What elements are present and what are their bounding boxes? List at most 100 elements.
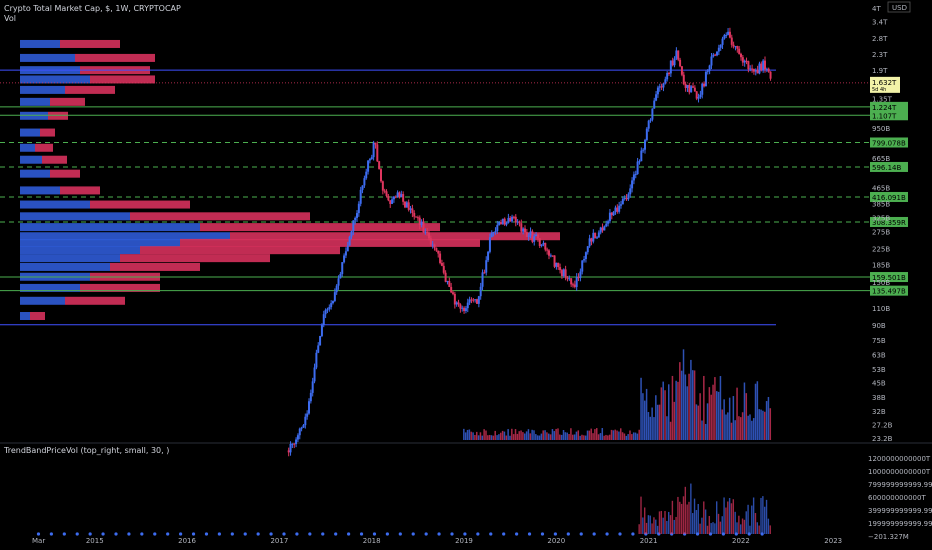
candle-body (291, 444, 293, 445)
indicator-bar (731, 503, 732, 534)
candle-body (731, 38, 733, 45)
candle-body (616, 208, 618, 212)
profile-bar-sell (35, 144, 53, 152)
candle-body (568, 278, 570, 279)
candle-body (419, 218, 421, 225)
price-axis-tick: 185B (872, 262, 890, 270)
candle-body (609, 213, 611, 222)
candle-body (398, 192, 400, 197)
indicator-axis-tick: 199999999999.99T (868, 520, 932, 528)
volume-bar (520, 430, 522, 440)
volume-bar (533, 430, 535, 440)
indicator-bar (646, 523, 647, 534)
indicator-bar (668, 512, 669, 534)
indicator-bar (640, 497, 641, 534)
candle-body (668, 73, 670, 74)
candle-body (653, 101, 655, 109)
indicator-dot (50, 532, 53, 535)
candle-body (755, 70, 757, 72)
profile-bar-buy (20, 112, 48, 120)
indicator-dot (528, 532, 531, 535)
candle-body (382, 181, 384, 190)
candle-body (570, 278, 572, 284)
indicator-bar (729, 498, 730, 534)
candle-body (712, 55, 714, 57)
candle-body (746, 61, 748, 62)
volume-bar (679, 362, 681, 440)
volume-bar (616, 431, 618, 440)
candle-body (738, 49, 740, 54)
candle-body (310, 393, 312, 401)
price-axis-tick: 665B (872, 155, 890, 163)
profile-bar-buy (20, 75, 90, 83)
candle-body (694, 88, 696, 92)
volume-bar (557, 428, 559, 440)
candle-body (435, 248, 437, 251)
volume-bar (528, 429, 530, 440)
candle-body (657, 88, 659, 95)
candle-body (319, 336, 321, 345)
indicator-axis-tick: 1200000000000T (868, 455, 931, 463)
candle-body (343, 255, 345, 262)
volume-bar (637, 434, 639, 440)
indicator-dot (347, 532, 350, 535)
price-axis-tick: 2.8T (872, 35, 888, 43)
volume-bar (644, 401, 646, 440)
indicator-bar (716, 501, 717, 534)
volume-bar (722, 409, 724, 440)
candle-body (507, 218, 509, 223)
candle-body (723, 35, 725, 39)
candle-body (485, 260, 487, 272)
indicator-bar (714, 523, 715, 534)
candle-body (749, 69, 751, 70)
volume-bar (690, 360, 692, 440)
indicator-bar (692, 513, 693, 534)
indicator-dot (476, 532, 479, 535)
candle-body (705, 72, 707, 86)
candle-body (422, 222, 424, 233)
candle-body (629, 188, 631, 194)
indicator-bar (744, 520, 745, 534)
price-axis-tick: 1.35T (872, 96, 893, 104)
candle-body (614, 208, 616, 212)
indicator-bar (666, 521, 667, 534)
candle-body (338, 278, 340, 285)
indicator-dot (580, 532, 583, 535)
profile-bar-buy (20, 86, 65, 94)
volume-bar (677, 382, 679, 440)
candle-body (334, 292, 336, 301)
volume-bar (631, 434, 633, 440)
volume-bar (746, 393, 748, 440)
volume-bar (555, 429, 557, 440)
volume-bar (478, 435, 480, 440)
volume-bar (583, 435, 585, 440)
indicator-bar (642, 517, 643, 534)
volume-bar (768, 397, 770, 440)
candle-body (389, 200, 391, 204)
profile-bar-buy (20, 170, 50, 178)
candle-body (699, 95, 701, 97)
volume-bar (585, 436, 587, 440)
candle-body (539, 238, 541, 246)
candle-body (589, 238, 591, 246)
candle-body (494, 231, 496, 232)
candle-body (542, 243, 544, 245)
candle-body (476, 299, 478, 304)
volume-bar (552, 429, 554, 440)
candle-body (696, 91, 698, 98)
candle-body (541, 244, 543, 246)
indicator-dot (450, 532, 453, 535)
indicator-dot (295, 532, 298, 535)
indicator-bar (683, 496, 684, 534)
indicator-bar (677, 497, 678, 534)
candle-body (446, 281, 448, 282)
candle-body (535, 235, 537, 237)
volume-bar (491, 435, 493, 440)
profile-bar-sell (42, 156, 67, 164)
volume-bar (681, 371, 683, 440)
volume-bar (675, 381, 677, 440)
indicator-bar (720, 522, 721, 534)
price-axis-tick: 150B (872, 279, 890, 287)
candle-body (467, 303, 469, 309)
